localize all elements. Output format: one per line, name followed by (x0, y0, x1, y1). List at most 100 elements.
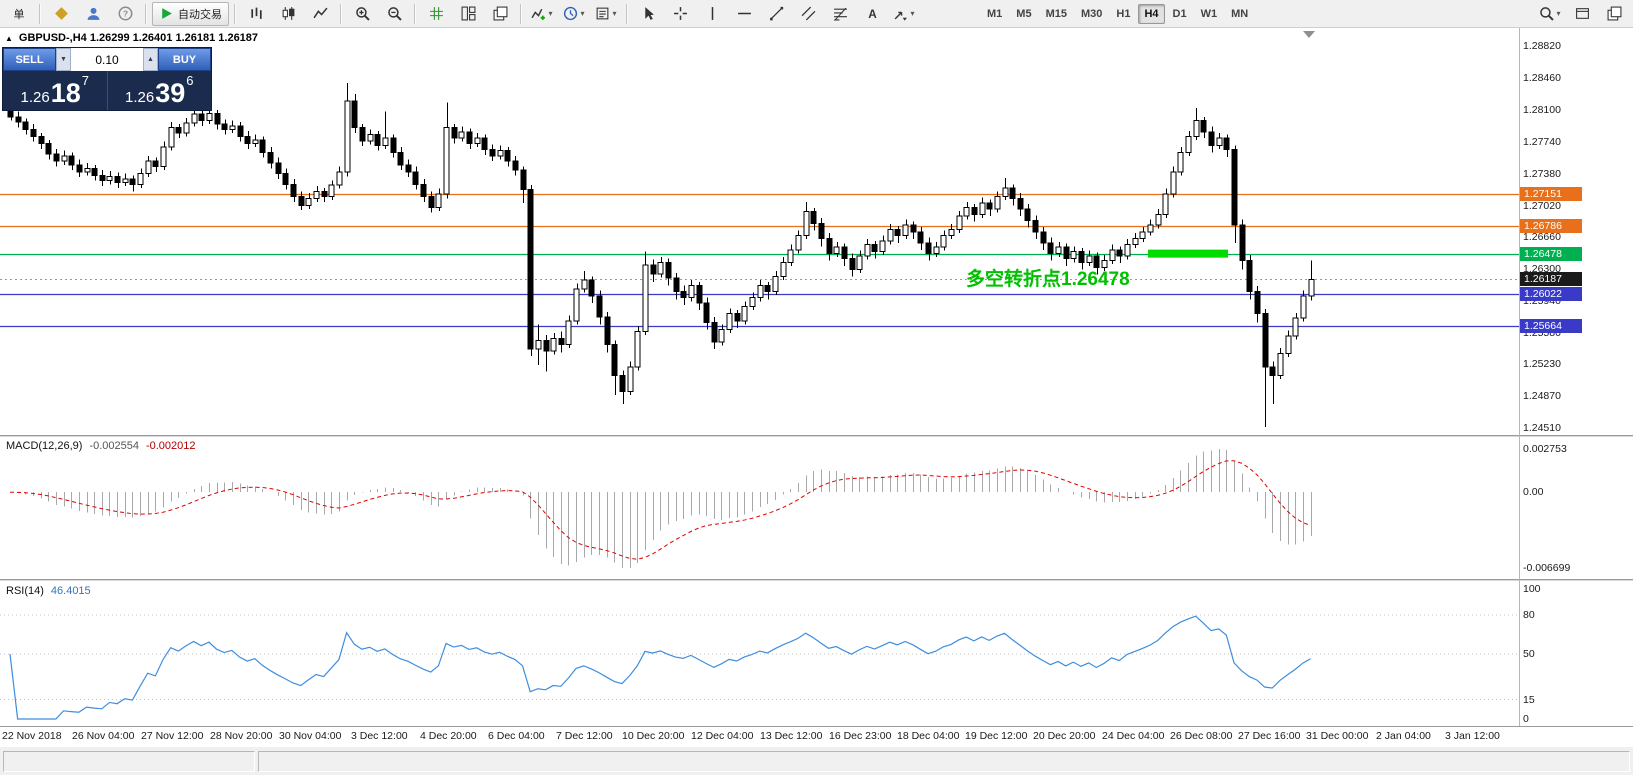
price-line-badge: 1.27151 (1520, 186, 1582, 201)
arrows-button[interactable]: ▾ (889, 2, 919, 26)
fibonacci-button[interactable] (825, 2, 855, 26)
panel-separator-rsi[interactable] (0, 579, 1633, 581)
lot-decrease-button[interactable]: ▼ (56, 48, 71, 71)
new-order-button[interactable]: 单 (4, 2, 34, 26)
bar-chart-button[interactable] (241, 2, 271, 26)
buy-button[interactable]: BUY (158, 48, 211, 71)
hline-icon (737, 12, 751, 15)
lot-increase-button[interactable]: ▲ (143, 48, 158, 71)
dropdown-arrow-icon: ▾ (910, 9, 915, 18)
help-button[interactable]: ? (110, 2, 140, 26)
zoom-in-button[interactable] (347, 2, 377, 26)
zoomout-icon (387, 7, 402, 21)
channel-button[interactable] (793, 2, 823, 26)
turning-point-annotation[interactable]: 多空转折点1.26478 (966, 269, 1130, 290)
macd-histogram (18, 449, 1312, 568)
tile-windows-button[interactable] (453, 2, 483, 26)
toolbar-separator (39, 3, 41, 24)
timeframe-mn-button[interactable]: MN (1231, 7, 1249, 20)
timeframe-h4-button[interactable]: H4 (1138, 3, 1165, 24)
arrows-icon (895, 11, 908, 21)
cascade-windows-button[interactable] (485, 2, 515, 26)
panel-separator-macd[interactable] (0, 435, 1633, 437)
macd-panel-canvas[interactable] (0, 437, 1633, 579)
price-tick-label: 1.28100 (1523, 103, 1561, 116)
rsi-panel-canvas[interactable] (0, 581, 1633, 726)
grid-button[interactable] (421, 2, 451, 26)
price-tick-label: 1.27020 (1523, 199, 1561, 212)
question-icon: ? (118, 6, 132, 21)
toolbar-separator (340, 3, 342, 24)
cascade-icon (493, 6, 507, 21)
timeframe-m5-button[interactable]: M5 (1016, 7, 1032, 20)
rsi-name: RSI(14) (6, 585, 44, 597)
lot-size-input[interactable] (71, 48, 143, 71)
macd-value-signal: -0.002012 (145, 440, 196, 452)
dropdown-arrow-icon: ▾ (548, 9, 553, 18)
price-tick-label: 1.27740 (1523, 135, 1561, 148)
periods-button[interactable]: ▾ (559, 2, 589, 26)
sell-price-display[interactable]: 1.26 18 7 (3, 71, 107, 110)
chart-shift-marker-icon[interactable] (1303, 31, 1315, 38)
timeframe-w1-button[interactable]: W1 (1200, 7, 1218, 20)
price-tick-label: 1.24870 (1523, 390, 1561, 403)
timeframe-m30-button[interactable]: M30 (1080, 7, 1103, 20)
candles-icon (282, 7, 294, 20)
time-axis-label: 26 Dec 08:00 (1170, 730, 1233, 742)
buy-price-big-digits: 39 (155, 78, 186, 108)
crosshair-button[interactable] (665, 2, 695, 26)
text-button[interactable]: A (857, 2, 887, 26)
sell-price-big-digits: 18 (50, 78, 81, 108)
dropdown-arrow-icon: ▾ (580, 9, 585, 18)
autotrading-button[interactable]: 自动交易 (152, 1, 229, 26)
dropdown-arrow-icon: ▾ (612, 9, 617, 18)
cursor-icon (644, 7, 654, 20)
candles-layer (7, 83, 1315, 428)
cursor-button[interactable] (633, 2, 663, 26)
window-icon (1575, 8, 1589, 19)
timeframe-h1-button[interactable]: H1 (1116, 7, 1131, 20)
macd-axis-label: 0.002753 (1523, 443, 1567, 455)
new-window-button[interactable] (1567, 2, 1597, 26)
candlestick-chart-button[interactable] (273, 2, 303, 26)
timeframe-m1-button[interactable]: M1 (987, 7, 1003, 20)
tile-icon (461, 6, 475, 21)
profile-button[interactable] (46, 2, 76, 26)
rsi-label: RSI(14) 46.4015 (6, 585, 91, 597)
horizontal-line-button[interactable] (729, 2, 759, 26)
crosshair-icon (673, 7, 687, 20)
status-bar (0, 746, 1633, 775)
time-axis[interactable] (0, 726, 1633, 747)
trade-panel-collapse-icon[interactable]: ▲ (5, 33, 13, 43)
time-axis-label: 18 Dec 04:00 (897, 730, 960, 742)
timeframe-m15-button[interactable]: M15 (1045, 7, 1067, 20)
sell-button[interactable]: SELL (3, 48, 56, 71)
timeframe-d1-button[interactable]: D1 (1172, 7, 1187, 20)
macd-label: MACD(12,26,9) -0.002554 -0.002012 (6, 440, 196, 452)
fibo-icon (833, 7, 847, 21)
trendline-button[interactable] (761, 2, 791, 26)
autotrading-button-label: 自动交易 (178, 8, 222, 21)
vertical-line-button[interactable] (697, 2, 727, 26)
main-chart-canvas[interactable] (0, 28, 1633, 435)
indicators-button[interactable]: ▾ (527, 2, 557, 26)
cascade-icon (1607, 6, 1621, 21)
templates-button[interactable]: ▾ (591, 2, 621, 26)
community-button[interactable] (78, 2, 108, 26)
quote-text: GBPUSD-,H4 1.26299 1.26401 1.26181 1.261… (18, 32, 259, 44)
rsi-axis-label: 100 (1523, 583, 1541, 595)
search-button[interactable]: ▾ (1535, 2, 1565, 26)
new-order-button-label: 单 (13, 8, 25, 21)
time-axis-label: 20 Dec 20:00 (1033, 730, 1096, 742)
macd-axis-label: -0.006699 (1523, 562, 1571, 574)
quote-header: ▲ GBPUSD-,H4 1.26299 1.26401 1.26181 1.2… (5, 32, 258, 44)
price-divider (106, 71, 108, 110)
price-axis-divider (1519, 28, 1520, 726)
toolbar-separator (234, 3, 236, 24)
docking-button[interactable] (1599, 2, 1629, 26)
one-click-trading-panel: SELL ▼ ▲ BUY 1.26 18 7 1.26 39 6 (2, 47, 212, 111)
toolbar-right-group: ▾ (1534, 2, 1630, 26)
line-chart-button[interactable] (305, 2, 335, 26)
zoom-out-button[interactable] (379, 2, 409, 26)
buy-price-display[interactable]: 1.26 39 6 (108, 71, 212, 110)
